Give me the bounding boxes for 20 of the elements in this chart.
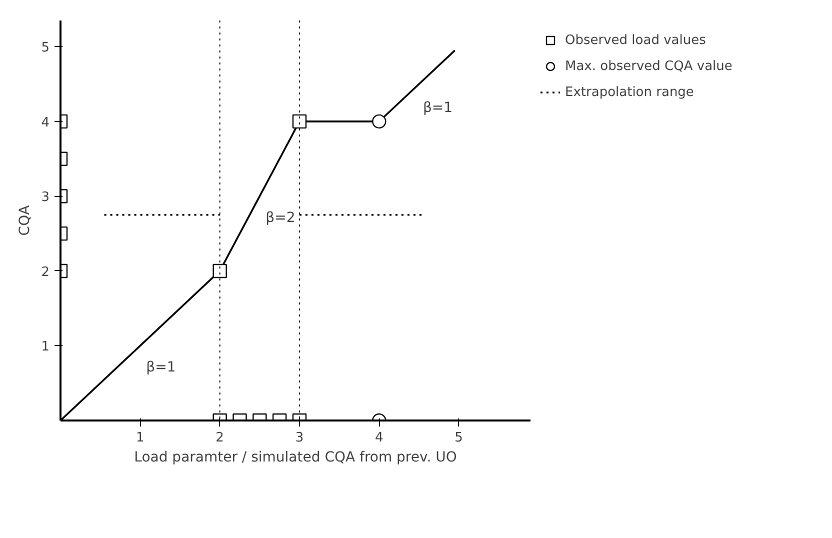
- y-tick-label: 3: [41, 190, 50, 206]
- x-tick-label: 2: [216, 430, 224, 446]
- y-tick-label: 4: [41, 115, 50, 130]
- legend-label: Extrapolation range: [565, 84, 694, 100]
- x-axis-title: Load paramter / simulated CQA from prev. UO: [134, 450, 457, 466]
- y-tick-label: 1: [41, 340, 50, 355]
- y-tick-label: 2: [41, 264, 50, 280]
- legend-label: Observed load values: [565, 32, 706, 48]
- annotation: β=1: [146, 360, 176, 376]
- x-tick-label: 3: [295, 430, 304, 446]
- y-tick-label: 5: [41, 40, 50, 56]
- x-tick-label: 1: [136, 430, 144, 446]
- y-axis-title: CQA: [17, 204, 34, 236]
- x-tick-label: 5: [454, 430, 463, 446]
- point: [372, 114, 386, 129]
- legend-label: Max. observed CQA value: [565, 58, 732, 74]
- annotation: β=1: [422, 100, 453, 116]
- annotation: β=2: [266, 210, 296, 226]
- x-tick-label: 4: [375, 430, 384, 446]
- point: [292, 114, 307, 129]
